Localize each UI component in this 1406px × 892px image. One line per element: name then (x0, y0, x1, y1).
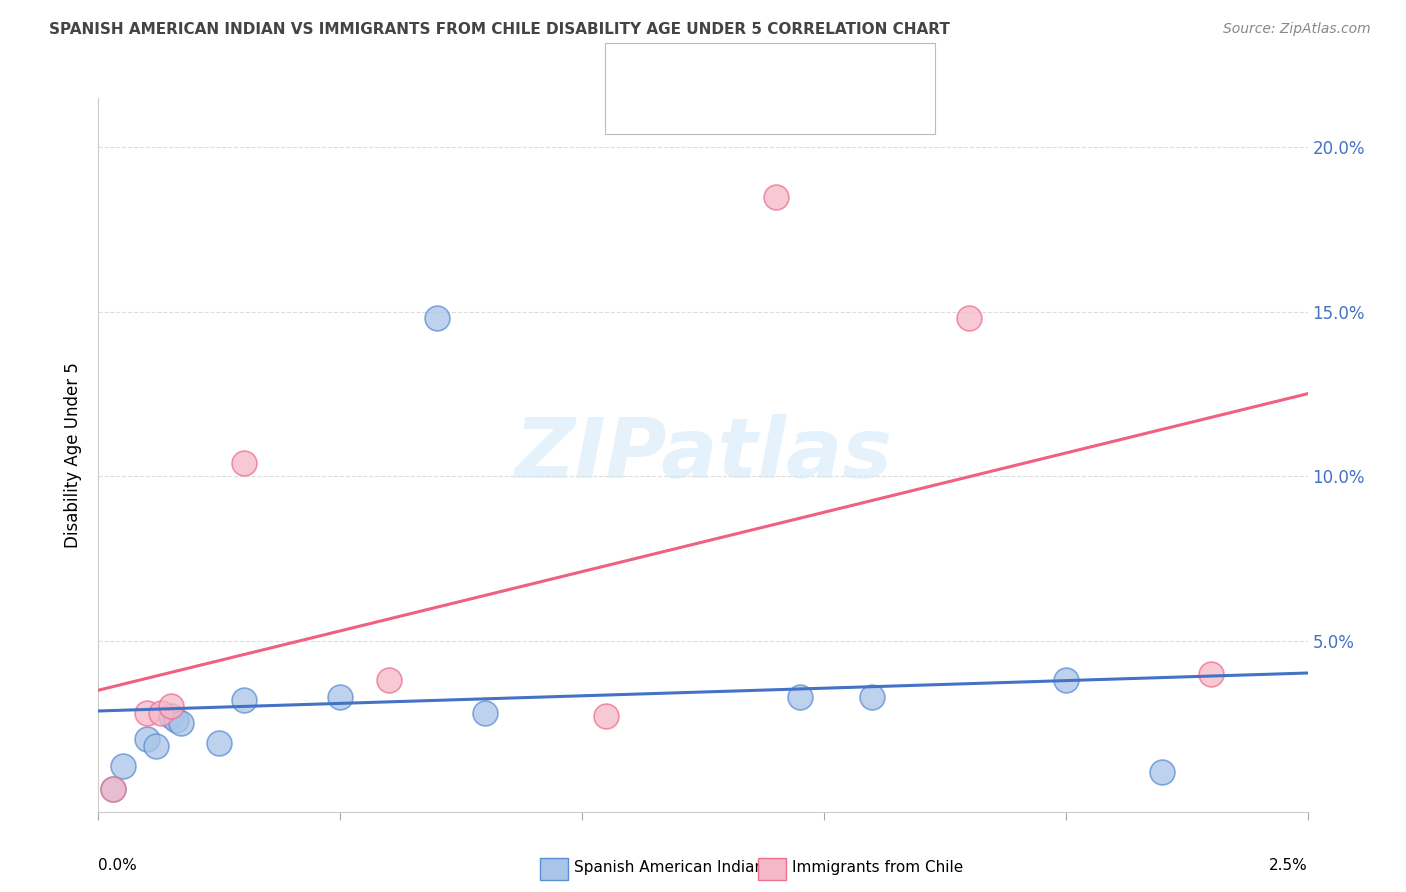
Point (426, 311, 449, 326)
Text: N =: N = (742, 96, 779, 114)
Point (232, 456, 254, 470)
Point (101, 781, 124, 796)
Point (135, 706, 157, 720)
Y-axis label: Disability Age Under 5: Disability Age Under 5 (65, 362, 83, 548)
Point (957, 311, 980, 326)
Text: 0.517: 0.517 (683, 96, 735, 114)
Point (169, 715, 191, 730)
Text: 0.255: 0.255 (683, 60, 735, 78)
Text: 10: 10 (772, 96, 794, 114)
Text: 2.5%: 2.5% (1268, 858, 1308, 872)
Point (150, 706, 173, 720)
Text: ZIPatlas: ZIPatlas (515, 415, 891, 495)
Point (329, 690, 352, 704)
Point (160, 699, 183, 714)
Text: Spanish American Indians: Spanish American Indians (574, 861, 772, 875)
Text: 0.0%: 0.0% (98, 858, 138, 872)
Point (135, 732, 157, 747)
Text: 16: 16 (772, 60, 794, 78)
Point (474, 706, 496, 720)
Point (765, 190, 787, 204)
Point (860, 690, 883, 704)
Text: R =: R = (654, 96, 690, 114)
Point (145, 739, 167, 753)
Point (1152, 765, 1174, 780)
Point (789, 690, 811, 704)
Point (595, 709, 617, 723)
Point (160, 709, 183, 723)
Point (101, 781, 124, 796)
Text: SPANISH AMERICAN INDIAN VS IMMIGRANTS FROM CHILE DISABILITY AGE UNDER 5 CORRELAT: SPANISH AMERICAN INDIAN VS IMMIGRANTS FR… (49, 22, 950, 37)
Point (232, 693, 254, 707)
Point (1199, 666, 1222, 681)
Text: N =: N = (742, 60, 779, 78)
Text: Source: ZipAtlas.com: Source: ZipAtlas.com (1223, 22, 1371, 37)
Point (208, 736, 231, 750)
Point (1054, 673, 1077, 688)
Text: R =: R = (654, 60, 690, 78)
Point (377, 673, 399, 688)
Point (165, 713, 187, 727)
Text: Immigrants from Chile: Immigrants from Chile (792, 861, 963, 875)
Point (111, 758, 134, 772)
